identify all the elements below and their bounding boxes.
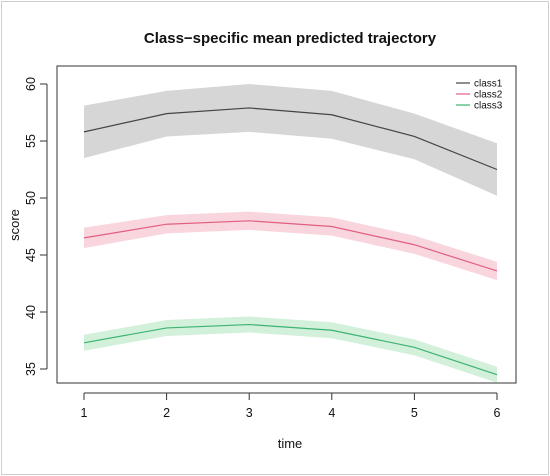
y-tick-label: 55 bbox=[24, 134, 38, 148]
x-axis-title: time bbox=[278, 436, 303, 451]
legend-label-class3: class3 bbox=[474, 101, 503, 112]
series-lines bbox=[83, 107, 498, 376]
y-tick-label: 60 bbox=[24, 77, 38, 91]
confidence-band-class3 bbox=[84, 316, 497, 383]
x-tick-label: 6 bbox=[494, 406, 501, 420]
y-tick-label: 45 bbox=[24, 248, 38, 262]
x-tick-label: 3 bbox=[246, 406, 253, 420]
confidence-bands bbox=[84, 84, 497, 383]
legend-label-class2: class2 bbox=[474, 90, 503, 101]
x-tick-label: 1 bbox=[81, 406, 88, 420]
x-tick-label: 2 bbox=[163, 406, 170, 420]
confidence-band-class2 bbox=[84, 211, 497, 281]
legend-label-class1: class1 bbox=[474, 79, 503, 90]
series-line-class3 bbox=[83, 323, 498, 376]
confidence-band-class1 bbox=[84, 84, 497, 196]
y-axis-title: score bbox=[7, 209, 22, 241]
x-tick-label: 4 bbox=[328, 406, 335, 420]
y-tick-label: 50 bbox=[24, 191, 38, 205]
x-tick-label: 5 bbox=[411, 406, 418, 420]
y-tick-label: 35 bbox=[24, 362, 38, 376]
y-tick-label: 40 bbox=[24, 305, 38, 319]
series-line-class1 bbox=[83, 107, 498, 171]
plot-box bbox=[56, 65, 517, 384]
chart-title: Class−specific mean predicted trajectory bbox=[144, 30, 437, 47]
series-line-class2 bbox=[83, 220, 498, 272]
